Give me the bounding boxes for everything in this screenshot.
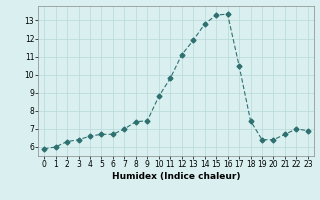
X-axis label: Humidex (Indice chaleur): Humidex (Indice chaleur) [112, 172, 240, 181]
